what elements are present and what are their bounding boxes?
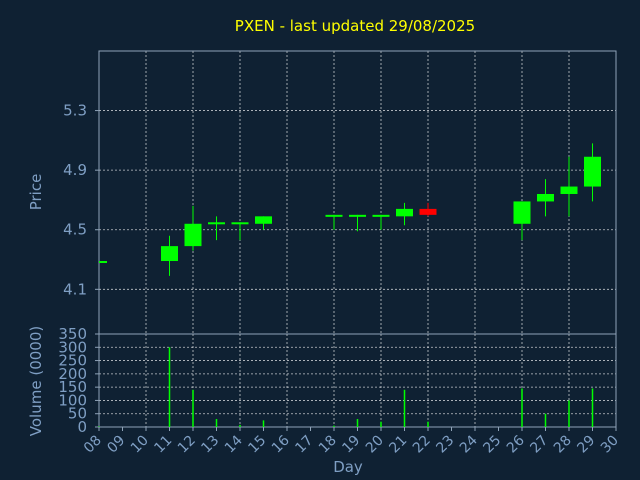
candle <box>419 202 437 217</box>
candle <box>208 216 225 241</box>
x-axis-label: Day <box>333 458 363 476</box>
candle-body <box>161 246 178 262</box>
candle-body <box>349 214 366 217</box>
candle-body <box>231 222 249 225</box>
candle <box>231 222 249 241</box>
x-tick-label: 12 <box>175 433 199 457</box>
x-tick-label: 16 <box>269 432 293 456</box>
x-tick-label: 14 <box>222 432 246 456</box>
price-y-tick-label: 4.1 <box>63 280 87 298</box>
x-ticks: 08 09 10 11 12 13 14 15 16 17 18 19 20 21 22 23 24 25 26 27… <box>81 427 622 456</box>
x-tick-label: 20 <box>363 433 387 457</box>
candle <box>584 143 601 202</box>
candle <box>396 202 413 226</box>
volume-bar <box>521 388 523 427</box>
volume-axis-label: Volume (0000) <box>27 326 45 436</box>
candle <box>349 214 366 232</box>
x-tick-label: 25 <box>480 433 504 457</box>
candle-body <box>513 201 531 224</box>
candle-body <box>419 208 437 215</box>
x-tick-label: 08 <box>81 433 105 457</box>
chart-title: PXEN - last updated 29/08/2025 <box>235 17 475 35</box>
volume-bar <box>98 426 100 427</box>
volume-y-tick-label: 350 <box>58 325 87 343</box>
x-tick-label: 13 <box>198 433 222 457</box>
volume-grid <box>99 334 616 427</box>
x-tick-label: 15 <box>245 433 269 457</box>
volume-y-tick-label: 150 <box>58 378 87 396</box>
x-tick-label: 26 <box>504 432 528 456</box>
x-tick-label: 29 <box>574 433 598 457</box>
volume-bar <box>333 425 335 427</box>
x-tick-label: 10 <box>128 433 152 457</box>
volume-bar <box>544 413 547 427</box>
volume-bar <box>380 421 382 427</box>
candle-body <box>208 222 225 225</box>
volume-y-tick-label: 50 <box>68 405 87 423</box>
x-tick-label: 22 <box>410 433 434 457</box>
volume-bar <box>591 388 594 427</box>
x-tick-label: 17 <box>292 433 316 457</box>
volume-bar <box>239 424 241 427</box>
volume-bar <box>192 389 194 427</box>
volume-y-tick-label: 250 <box>58 352 87 370</box>
candle-body <box>537 193 554 202</box>
volume-bar <box>403 389 406 427</box>
volume-y-tick-label: 100 <box>58 391 87 409</box>
candle <box>184 205 202 251</box>
candle <box>255 216 272 230</box>
candle <box>560 156 578 217</box>
volume-panel-frame <box>98 333 617 428</box>
x-tick-label: 11 <box>151 433 175 457</box>
x-tick-label: 30 <box>598 433 622 457</box>
x-tick-label: 24 <box>457 432 481 456</box>
volume-bar <box>168 347 171 427</box>
volume-bar <box>215 419 218 427</box>
candle <box>325 214 343 230</box>
x-tick-label: 28 <box>551 433 575 457</box>
candle <box>99 261 107 264</box>
price-grid <box>99 51 616 334</box>
x-tick-label: 21 <box>386 433 410 457</box>
candle-body <box>560 186 578 194</box>
volume-bar <box>262 420 265 427</box>
candle-body <box>184 223 202 247</box>
x-tick-label: 09 <box>104 433 128 457</box>
volume-y-tick-label: 200 <box>58 365 87 383</box>
price-y-tick-label: 4.9 <box>63 161 87 179</box>
candle-body <box>372 214 390 217</box>
price-axis-label: Price <box>27 174 45 211</box>
x-tick-label: 18 <box>316 433 340 457</box>
candle <box>161 235 178 276</box>
x-tick-label: 27 <box>527 433 551 457</box>
candle-body <box>99 261 107 264</box>
candle-body <box>396 208 413 217</box>
candlestick-series <box>99 143 601 276</box>
candle-body <box>584 156 601 187</box>
price-y-tick-label: 4.5 <box>63 221 87 239</box>
candle-body <box>325 214 343 217</box>
volume-bar <box>568 400 570 427</box>
x-tick-label: 19 <box>339 433 363 457</box>
volume-bar <box>356 419 359 427</box>
x-tick-label: 23 <box>433 433 457 457</box>
candle <box>372 214 390 230</box>
volume-y-tick-label: 300 <box>58 338 87 356</box>
price-y-tick-label: 5.3 <box>63 102 87 120</box>
price-y-ticks: 4.1 4.5 4.9 5.3 <box>63 102 99 298</box>
volume-bar <box>427 421 429 427</box>
candle <box>513 201 531 241</box>
price-panel-frame <box>98 50 617 335</box>
volume-y-tick-label: 0 <box>77 418 87 436</box>
candle <box>537 179 554 217</box>
candle-body <box>255 216 272 224</box>
volume-series <box>98 347 594 427</box>
